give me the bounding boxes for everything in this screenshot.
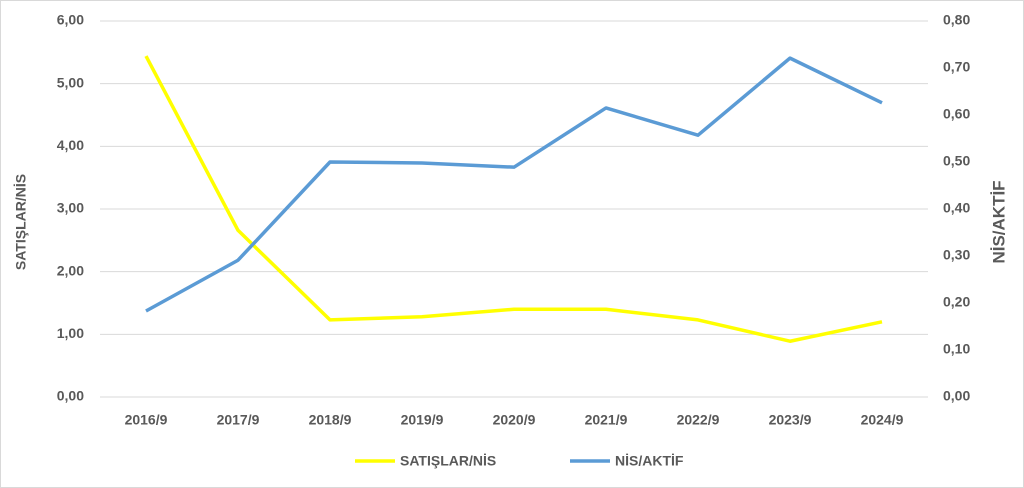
y2-tick-label: 0,50 <box>943 153 970 169</box>
y-axis-title: SATIŞLAR/NİS <box>13 174 29 270</box>
y2-axis-title: NİS/AKTİF <box>989 180 1008 263</box>
y-tick-label: 1,00 <box>57 325 84 341</box>
y2-tick-label: 0,80 <box>943 12 970 28</box>
series-line <box>145 56 883 313</box>
y-tick-label: 0,00 <box>57 388 84 404</box>
x-tick-label: 2023/9 <box>769 412 812 428</box>
y-tick-label: 6,00 <box>57 12 84 28</box>
y2-tick-label: 0,00 <box>943 388 970 404</box>
y2-tick-label: 0,70 <box>943 59 970 75</box>
y2-tick-label: 0,20 <box>943 294 970 310</box>
y2-tick-label: 0,30 <box>943 247 970 263</box>
x-tick-label: 2020/9 <box>493 412 536 428</box>
x-tick-label: 2018/9 <box>309 412 352 428</box>
x-tick-label: 2021/9 <box>585 412 628 428</box>
x-tick-label: 2017/9 <box>217 412 260 428</box>
y-tick-label: 4,00 <box>57 137 84 153</box>
y-tick-label: 5,00 <box>57 74 84 90</box>
x-tick-label: 2019/9 <box>401 412 444 428</box>
y-tick-label: 3,00 <box>57 200 84 216</box>
y2-tick-label: 0,40 <box>943 200 970 216</box>
series-line <box>144 55 883 343</box>
legend-label: NİS/AKTİF <box>615 453 684 469</box>
x-tick-label: 2022/9 <box>677 412 720 428</box>
y2-tick-label: 0,60 <box>943 106 970 122</box>
legend-label: SATIŞLAR/NİS <box>400 453 496 469</box>
y2-tick-label: 0,10 <box>943 341 970 357</box>
y-tick-label: 2,00 <box>57 262 84 278</box>
x-tick-label: 2016/9 <box>125 412 168 428</box>
x-tick-label: 2024/9 <box>861 412 904 428</box>
